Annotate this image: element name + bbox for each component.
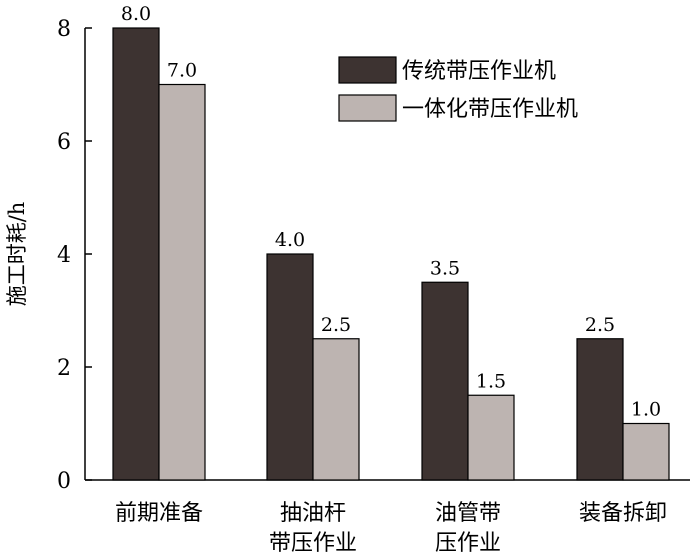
bar-series-2 xyxy=(467,394,515,481)
y-tick-label: 0 xyxy=(57,469,71,494)
data-label: 8.0 xyxy=(121,3,151,25)
data-label: 2.5 xyxy=(585,314,615,336)
category-label: 装备拆卸 xyxy=(579,501,667,526)
category-label: 压作业 xyxy=(435,531,501,556)
y-axis-ticks: 0 2 4 6 8 xyxy=(57,17,92,494)
legend-label: 一体化带压作业机 xyxy=(402,97,578,122)
y-tick-label: 4 xyxy=(57,243,71,268)
data-label: 1.0 xyxy=(631,399,661,421)
data-label: 7.0 xyxy=(167,60,197,82)
category-label: 油管带 xyxy=(435,501,501,526)
legend-swatch xyxy=(338,94,397,122)
legend-swatch xyxy=(338,56,397,84)
data-label: 1.5 xyxy=(476,370,506,392)
category-label: 抽油杆 xyxy=(280,501,346,526)
category-label: 前期准备 xyxy=(115,501,203,526)
category-label: 带压作业 xyxy=(269,531,357,556)
legend-label: 传统带压作业机 xyxy=(402,59,556,84)
data-label: 2.5 xyxy=(321,314,351,336)
bar-series-2 xyxy=(158,83,206,481)
bar-series-1 xyxy=(576,338,624,481)
y-tick-label: 2 xyxy=(57,356,71,381)
y-tick-label: 8 xyxy=(57,17,71,42)
y-axis-title: 施工时耗/h xyxy=(5,202,29,307)
y-tick-label: 6 xyxy=(57,130,71,155)
bar-series-1 xyxy=(266,253,314,481)
bar-series-2 xyxy=(312,338,360,481)
bars: 8.0 4.0 3.5 2.5 7.0 2.5 1.5 1.0 xyxy=(112,3,670,481)
bar-series-1 xyxy=(112,27,160,481)
data-label: 4.0 xyxy=(275,229,305,251)
data-label: 3.5 xyxy=(430,257,460,279)
bar-series-2 xyxy=(622,422,670,481)
bar-series-1 xyxy=(421,281,469,481)
